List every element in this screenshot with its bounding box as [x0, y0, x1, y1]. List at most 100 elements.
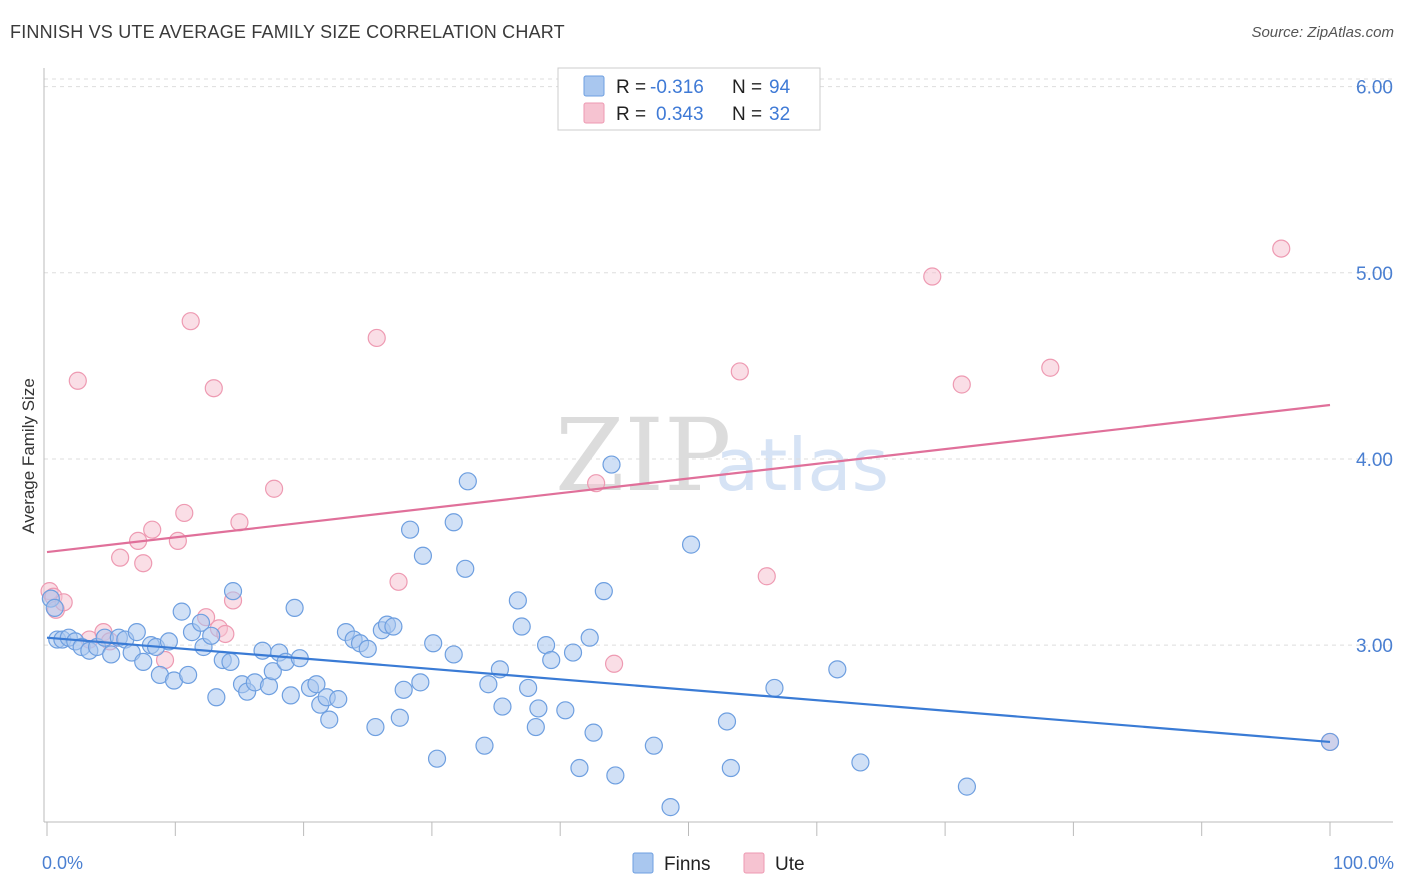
finns-point: [259, 676, 279, 696]
finns-point: [475, 736, 494, 755]
finns-point: [584, 723, 603, 742]
finns-point: [329, 690, 348, 709]
ute-point: [952, 375, 971, 394]
finns-point: [661, 798, 680, 817]
legend-n-label-finns: N =: [732, 77, 762, 98]
legend-swatch-ute: [583, 102, 605, 124]
x-tick-label-min: 0.0%: [42, 853, 83, 873]
finns-point: [721, 758, 740, 778]
finns-point: [570, 758, 589, 778]
x-tick-label-max: 100.0%: [1333, 853, 1394, 873]
trend-lines: [46, 403, 1331, 744]
bottom-legend: Finns Ute: [632, 852, 805, 875]
finns-point: [394, 680, 413, 699]
finns-point: [580, 628, 599, 647]
finns-point: [207, 688, 226, 707]
finns-point: [563, 643, 583, 662]
finns-point: [717, 712, 737, 731]
finns-point: [594, 582, 613, 601]
finns-point: [400, 520, 420, 539]
ute-point: [68, 371, 87, 390]
ute-point: [367, 328, 386, 348]
finns-point: [413, 546, 433, 565]
ute-point: [175, 503, 194, 523]
finns-point: [456, 559, 475, 578]
finns-point: [179, 665, 198, 685]
bottom-legend-label-ute: Ute: [775, 854, 805, 875]
finns-point: [134, 652, 153, 671]
finns-point: [644, 736, 663, 755]
ute-point: [143, 520, 162, 539]
ute-point: [111, 548, 130, 567]
finns-point: [828, 660, 847, 679]
legend-r-value-finns: -0.316: [650, 77, 704, 98]
watermark-zip: ZIP: [555, 397, 731, 514]
y-tick-label: 5.00: [1356, 264, 1393, 285]
ute-point: [730, 362, 749, 381]
finns-point: [512, 617, 531, 636]
ute-point: [181, 312, 200, 331]
finns-point: [556, 701, 575, 720]
ute-point: [757, 567, 776, 586]
source-credit: Source: ZipAtlas.com: [1251, 24, 1394, 41]
finns-point: [508, 591, 527, 610]
finns-point: [263, 662, 282, 681]
x-axis-ticks: [46, 822, 1331, 836]
finns-point: [444, 645, 463, 664]
y-tick-label: 4.00: [1356, 450, 1393, 471]
legend-r-label-ute: R =: [616, 104, 646, 125]
finns-point: [127, 623, 146, 642]
finns-point: [159, 632, 178, 651]
finns-point: [384, 617, 403, 636]
finns-point: [202, 626, 221, 645]
finns-point: [172, 602, 191, 621]
legend-r-label-finns: R =: [616, 77, 646, 98]
finns-point: [681, 535, 701, 554]
ute-trend-line: [46, 403, 1331, 554]
finns-point: [529, 699, 548, 718]
finns-point: [223, 582, 243, 601]
ute-point: [168, 531, 187, 550]
finns-point: [45, 598, 64, 618]
ute-point: [604, 654, 624, 673]
finns-point: [281, 686, 300, 705]
ute-point: [264, 479, 284, 498]
finns-trend-line: [46, 636, 1331, 744]
bottom-legend-swatch-ute: [743, 852, 765, 874]
legend: R = -0.316 N = 94 R = 0.343 N = 32: [557, 67, 821, 131]
finns-point: [606, 766, 625, 785]
bottom-legend-swatch-finns: [632, 852, 654, 874]
finns-point: [542, 650, 561, 670]
finns-point: [526, 717, 545, 737]
finns-point: [427, 749, 447, 768]
chart-title: FINNISH VS UTE AVERAGE FAMILY SIZE CORRE…: [10, 22, 565, 42]
finns-point: [366, 717, 385, 737]
ute-point: [1272, 239, 1291, 258]
finns-point: [102, 645, 121, 664]
ute-point: [923, 267, 942, 286]
legend-swatch-finns: [583, 75, 605, 97]
y-tick-label: 3.00: [1356, 636, 1393, 657]
finns-point: [411, 673, 430, 692]
finns-point: [221, 652, 240, 671]
finns-point: [519, 678, 538, 698]
finns-point: [479, 675, 498, 694]
finns-point: [957, 777, 977, 796]
finns-point: [307, 675, 326, 694]
finns-point: [285, 598, 304, 618]
y-axis-tick-labels: 3.00 4.00 5.00 6.00: [1356, 78, 1393, 658]
finns-point: [320, 710, 339, 729]
ute-point: [389, 572, 408, 591]
finns-point: [458, 472, 477, 491]
gridlines: [44, 78, 1393, 646]
finns-point: [424, 634, 443, 653]
ute-point: [1041, 358, 1060, 377]
y-axis-title: Average Family Size: [19, 378, 38, 534]
legend-n-value-ute: 32: [769, 104, 790, 125]
finns-point: [765, 678, 784, 698]
legend-n-label-ute: N =: [732, 104, 762, 125]
legend-n-value-finns: 94: [769, 77, 791, 98]
finns-point: [358, 639, 377, 658]
finns-point: [602, 455, 621, 474]
